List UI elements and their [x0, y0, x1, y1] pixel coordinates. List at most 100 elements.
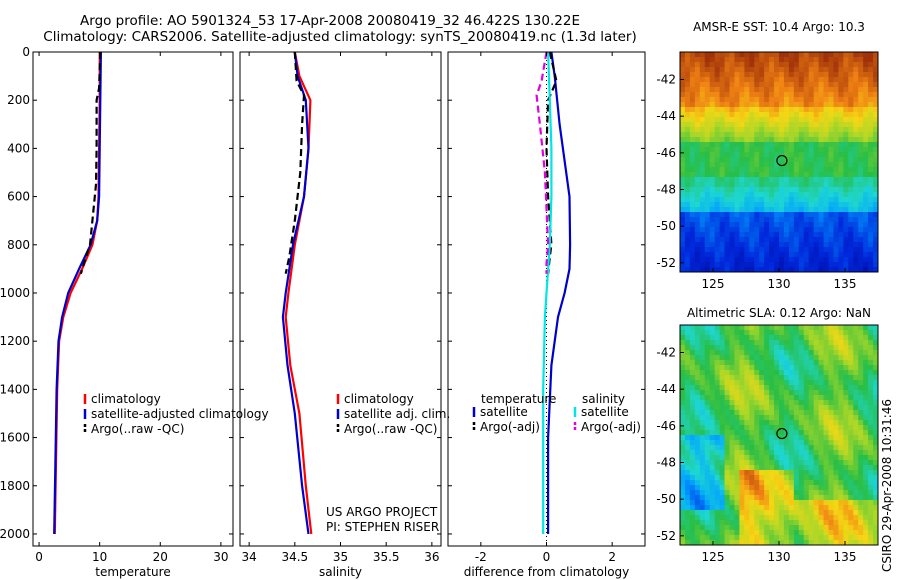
map-cell [838, 177, 844, 183]
map-cell [833, 82, 839, 88]
map-cell [764, 505, 770, 511]
map-cell [788, 515, 795, 521]
map-cell [699, 330, 706, 336]
map-cell [774, 325, 780, 331]
map-cell [858, 82, 864, 88]
map-cell [774, 510, 780, 516]
map-cell [719, 237, 726, 243]
map-cell [798, 325, 805, 331]
map-cell [868, 535, 874, 541]
map-cell [823, 385, 830, 391]
map-cell [828, 405, 835, 411]
map-cell [818, 252, 825, 258]
map-cell [739, 420, 745, 426]
map-cell [808, 415, 815, 421]
map-cell [783, 72, 790, 78]
map-cell [793, 177, 800, 183]
map-cell [734, 247, 740, 253]
map-cell [714, 380, 721, 386]
map-cell [680, 335, 686, 341]
map-cell [744, 465, 750, 471]
map-cell [838, 152, 844, 158]
map-cell [798, 247, 805, 253]
map-cell [774, 192, 780, 198]
map-cell [803, 390, 810, 396]
map-cell [779, 117, 785, 123]
map-cell [838, 350, 844, 356]
map-cell [709, 540, 716, 545]
map-cell [813, 77, 820, 83]
map-cell [788, 355, 795, 361]
map-cell [689, 177, 696, 183]
map-cell [833, 400, 839, 406]
map-cell [843, 520, 849, 526]
map-cell [838, 187, 844, 193]
map-cell [704, 222, 711, 228]
map-cell [714, 257, 721, 263]
map-cell [680, 395, 686, 401]
map-cell [709, 425, 716, 431]
map-cell [803, 435, 810, 441]
map-cell [734, 505, 740, 511]
map-cell [823, 242, 830, 248]
map-cell [868, 147, 874, 153]
map-cell [873, 420, 878, 426]
map-cell [744, 475, 750, 481]
map-cell [808, 132, 815, 138]
map-cell [848, 365, 854, 371]
map-cell [759, 470, 765, 476]
map-cell [788, 330, 795, 336]
map-cell [774, 177, 780, 183]
map-cell [813, 415, 820, 421]
map-cell [838, 137, 844, 143]
map-cell [754, 77, 760, 83]
map-cell [833, 127, 839, 133]
depth-tick-label: 1600 [0, 431, 30, 445]
map-cell [754, 227, 760, 233]
map-cell [769, 415, 775, 421]
map-cell [848, 505, 854, 511]
map-cell [754, 82, 760, 88]
map-cell [709, 87, 716, 93]
map-cell [798, 117, 805, 123]
map-cell [858, 400, 864, 406]
map-cell [739, 112, 745, 118]
map-cell [833, 77, 839, 83]
map-cell [858, 385, 864, 391]
map-cell [798, 370, 805, 376]
map-cell [739, 187, 745, 193]
map-cell [744, 385, 750, 391]
map-cell [774, 520, 780, 526]
map-cell [729, 132, 736, 138]
map-cell [828, 530, 835, 536]
map-cell [689, 182, 696, 188]
map-cell [709, 430, 716, 436]
map-cell [798, 77, 805, 83]
map-cell [689, 267, 696, 272]
map-cell [734, 465, 740, 471]
map-cell [813, 227, 820, 233]
map-cell [680, 232, 686, 238]
map-cell [803, 425, 810, 431]
map-cell [838, 475, 844, 481]
map-cell [709, 350, 716, 356]
map-cell [749, 82, 755, 88]
map-cell [798, 127, 805, 133]
map-cell [798, 147, 805, 153]
map-cell [848, 72, 854, 78]
map-cell [853, 137, 859, 143]
map-cell [808, 122, 815, 128]
map-cell [709, 380, 716, 386]
map-cell [858, 92, 864, 98]
map-cell [714, 117, 721, 123]
map-cell [684, 222, 691, 228]
map-cell [858, 335, 864, 341]
map-cell [823, 410, 830, 416]
map-cell [759, 335, 765, 341]
map-cell [853, 330, 859, 336]
map-cell [689, 167, 696, 173]
map-cell [779, 520, 785, 526]
map-cell [709, 262, 716, 268]
map-cell [798, 470, 805, 476]
map-cell [798, 495, 805, 501]
